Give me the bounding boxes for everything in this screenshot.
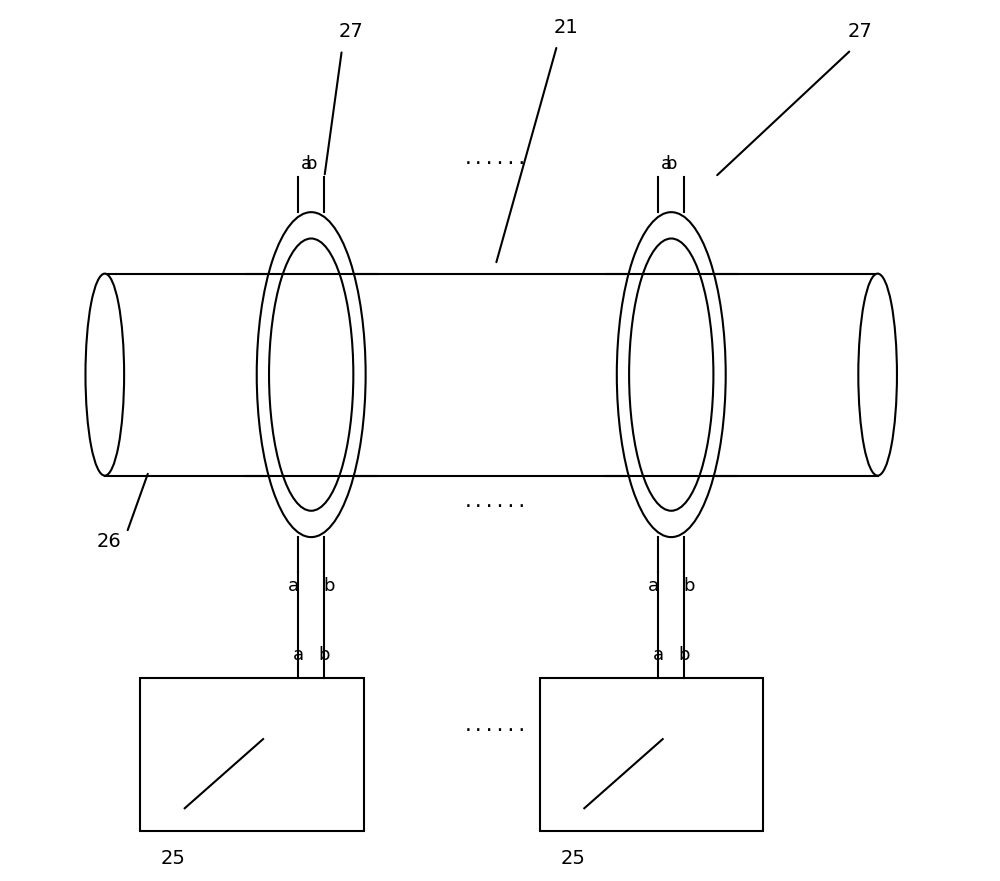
- Text: a: a: [288, 577, 299, 595]
- Text: a: a: [301, 155, 312, 173]
- Ellipse shape: [617, 212, 726, 537]
- Text: 21: 21: [553, 18, 578, 36]
- Text: b: b: [679, 647, 690, 664]
- Ellipse shape: [269, 239, 353, 511]
- Text: a: a: [648, 577, 659, 595]
- Text: 25: 25: [161, 849, 186, 868]
- Text: a: a: [292, 647, 304, 664]
- Text: b: b: [323, 577, 334, 595]
- Ellipse shape: [85, 274, 124, 476]
- Text: b: b: [666, 155, 677, 173]
- Bar: [140, 677, 364, 832]
- Text: ......: ......: [463, 493, 528, 511]
- Text: b: b: [305, 155, 317, 173]
- Text: ......: ......: [463, 717, 528, 735]
- Text: b: b: [319, 647, 330, 664]
- Text: a: a: [661, 155, 672, 173]
- Text: 25: 25: [561, 849, 586, 868]
- Ellipse shape: [629, 239, 713, 511]
- Ellipse shape: [858, 274, 897, 476]
- Text: a: a: [653, 647, 664, 664]
- Bar: [540, 677, 763, 832]
- Text: 26: 26: [97, 532, 122, 551]
- Text: 27: 27: [338, 22, 363, 41]
- Text: ......: ......: [463, 151, 528, 168]
- Text: 27: 27: [848, 22, 872, 41]
- Ellipse shape: [257, 212, 366, 537]
- Text: b: b: [683, 577, 695, 595]
